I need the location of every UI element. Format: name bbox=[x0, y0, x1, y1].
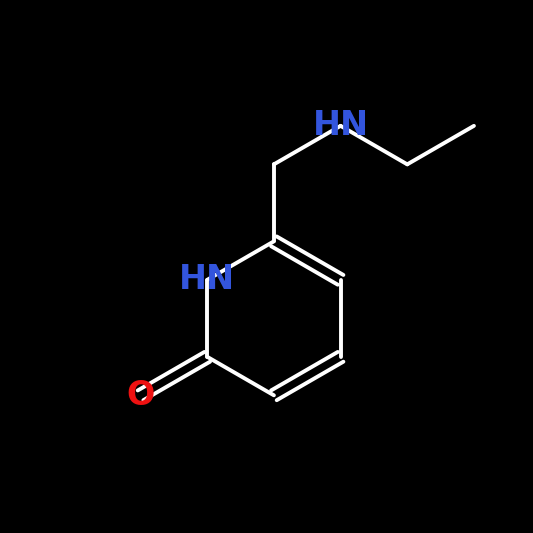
Text: HN: HN bbox=[179, 263, 235, 296]
Text: HN: HN bbox=[312, 109, 369, 142]
Text: O: O bbox=[126, 379, 155, 412]
